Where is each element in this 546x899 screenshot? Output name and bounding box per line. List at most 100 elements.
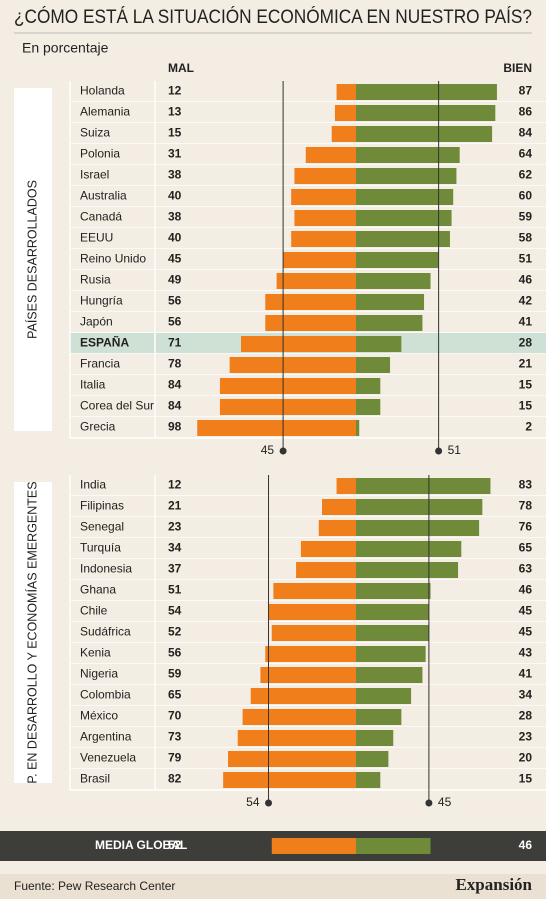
bien-value: 15 (519, 378, 533, 392)
bien-value: 2 (525, 420, 532, 434)
mal-value: 78 (168, 357, 182, 371)
category-label: Alemania (80, 105, 130, 119)
mal-bar (334, 105, 356, 121)
group-label: PAÍSES DESARROLLADOS (24, 180, 39, 339)
mal-bar (296, 562, 356, 578)
bien-bar (356, 399, 381, 415)
mal-bar (283, 252, 356, 268)
source: Fuente: Pew Research Center (14, 879, 175, 893)
mal-value: 56 (168, 315, 182, 329)
category-label: Polonia (80, 147, 120, 161)
bien-bar (356, 688, 412, 704)
bien-bar (356, 420, 360, 436)
mal-value: 15 (168, 126, 182, 140)
bien-bar (356, 336, 402, 352)
category-label: Sudáfrica (80, 625, 131, 639)
mal-value: 21 (168, 499, 182, 513)
mal-average-dot (279, 447, 287, 455)
mal-bar (271, 625, 356, 641)
mal-value: 79 (168, 751, 182, 765)
bien-value: 41 (519, 667, 533, 681)
bien-value: 58 (519, 231, 533, 245)
mal-value: 84 (168, 399, 182, 413)
bien-value: 43 (519, 646, 533, 660)
bien-bar (356, 541, 462, 557)
bien-bar (356, 126, 493, 142)
bien-bar (356, 646, 426, 662)
mal-value: 23 (168, 520, 182, 534)
bien-value: 86 (519, 105, 533, 119)
category-label: Suiza (80, 126, 110, 140)
bien-value: 45 (519, 625, 533, 639)
bien-bar (356, 499, 483, 515)
mal-value: 40 (168, 231, 182, 245)
category-label: Reino Unido (80, 252, 146, 266)
mal-average-label: 45 (261, 443, 275, 457)
category-label: Japón (80, 315, 113, 329)
category-label: Venezuela (80, 751, 136, 765)
mal-value: 98 (168, 420, 182, 434)
category-label: Rusia (80, 273, 111, 287)
category-label: Israel (80, 168, 109, 182)
mal-value: 38 (168, 168, 182, 182)
bien-value: 21 (519, 357, 533, 371)
mal-value: 34 (168, 541, 182, 555)
bien-bar (356, 105, 496, 121)
global-mal-bar (271, 838, 356, 854)
chart-subtitle: En porcentaje (22, 40, 109, 56)
bien-bar (356, 625, 429, 641)
category-label: Francia (80, 357, 120, 371)
mal-bar (219, 378, 356, 394)
mal-value: 12 (168, 478, 182, 492)
bien-bar (356, 168, 457, 184)
mal-bar (265, 294, 356, 310)
mal-bar (223, 772, 356, 788)
mal-bar (276, 273, 356, 289)
global-bien-value: 46 (519, 838, 533, 852)
category-label: México (80, 709, 118, 723)
mal-value: 12 (168, 84, 182, 98)
category-label: Grecia (80, 420, 116, 434)
mal-bar (321, 499, 356, 515)
mal-bar (273, 583, 356, 599)
mal-value: 31 (168, 147, 182, 161)
mal-bar (291, 189, 356, 205)
bien-bar (356, 147, 460, 163)
mal-value: 82 (168, 772, 182, 786)
group-label-bg (14, 482, 52, 783)
bien-bar (356, 583, 431, 599)
mal-bar (197, 420, 356, 436)
mal-value: 38 (168, 210, 182, 224)
bien-value: 83 (519, 478, 533, 492)
mal-bar (336, 84, 356, 100)
bien-value: 62 (519, 168, 533, 182)
chart-title: ¿CÓMO ESTÁ LA SITUACIÓN ECONÓMICA EN NUE… (14, 6, 532, 28)
bien-bar (356, 378, 381, 394)
bien-value: 87 (519, 84, 533, 98)
mal-value: 40 (168, 189, 182, 203)
category-label: Argentina (80, 730, 132, 744)
bien-value: 45 (519, 604, 533, 618)
mal-value: 71 (168, 336, 182, 350)
bien-value: 76 (519, 520, 533, 534)
group-label: P. EN DESARROLLO Y ECONOMÍAS EMERGENTES (24, 481, 39, 783)
mal-value: 51 (168, 583, 182, 597)
category-label: Colombia (80, 688, 131, 702)
category-label: Hungría (80, 294, 123, 308)
mal-bar (300, 541, 356, 557)
mal-value: 37 (168, 562, 182, 576)
bien-bar (356, 751, 389, 767)
mal-value: 73 (168, 730, 182, 744)
mal-value: 70 (168, 709, 182, 723)
category-label: Brasil (80, 772, 110, 786)
category-label: ESPAÑA (80, 335, 129, 350)
mal-bar (228, 751, 356, 767)
mal-value: 59 (168, 667, 182, 681)
bien-bar (356, 520, 480, 536)
category-label: EEUU (80, 231, 113, 245)
mal-bar (229, 357, 356, 373)
mal-value: 49 (168, 273, 182, 287)
mal-bar (260, 667, 356, 683)
bien-value: 59 (519, 210, 533, 224)
